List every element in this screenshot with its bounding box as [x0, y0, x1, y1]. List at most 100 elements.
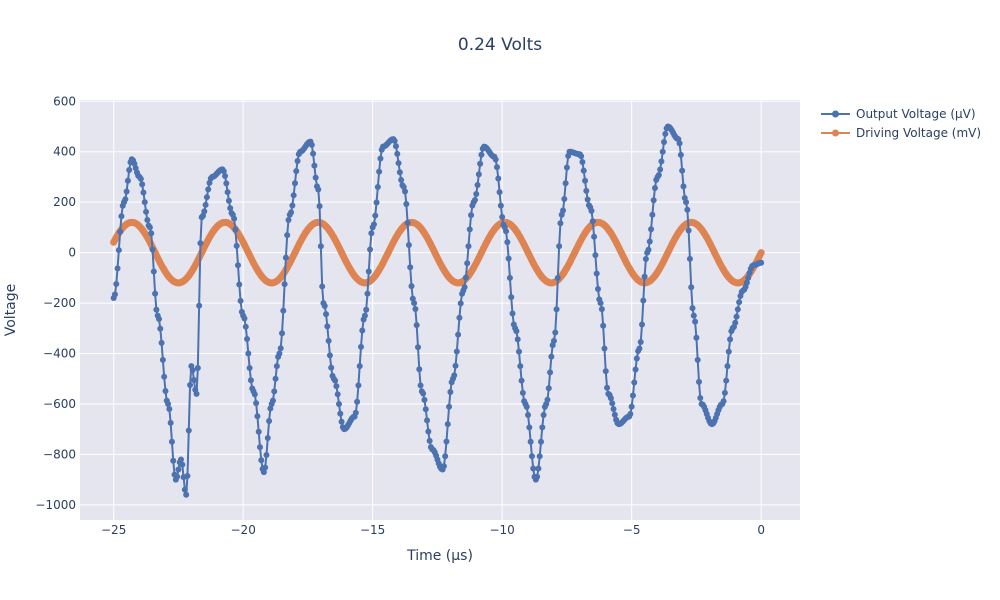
- output-voltage-point: [264, 435, 271, 442]
- output-voltage-point: [632, 366, 639, 373]
- output-voltage-point: [688, 284, 695, 291]
- output-voltage-point: [220, 168, 227, 175]
- output-voltage-point: [611, 411, 618, 418]
- output-voltage-point: [201, 208, 208, 215]
- output-voltage-point: [523, 403, 530, 410]
- output-voltage-point: [162, 388, 169, 395]
- output-voltage-point: [513, 328, 520, 335]
- output-voltage-point: [640, 297, 647, 304]
- output-voltage-point: [391, 137, 398, 144]
- output-voltage-point: [422, 406, 429, 413]
- output-voltage-point: [323, 311, 330, 318]
- output-voltage-point: [137, 175, 144, 182]
- output-voltage-point: [317, 243, 324, 250]
- output-voltage-point: [404, 219, 411, 226]
- output-voltage-point: [658, 158, 665, 165]
- output-voltage-point: [601, 345, 608, 352]
- output-voltage-point: [242, 323, 249, 330]
- output-voltage-point: [609, 400, 616, 407]
- output-voltage-point: [736, 299, 743, 306]
- output-voltage-point: [535, 465, 542, 472]
- x-tick-label: −25: [101, 523, 126, 537]
- output-voltage-point: [598, 306, 605, 313]
- output-voltage-point: [167, 419, 174, 426]
- output-voltage-point: [720, 398, 727, 405]
- legend-item-driving[interactable]: Driving Voltage (mV): [821, 126, 981, 140]
- output-voltage-point: [473, 191, 480, 198]
- output-voltage-point: [646, 238, 653, 245]
- output-voltage-point: [236, 281, 243, 288]
- output-voltage-point: [284, 232, 291, 239]
- output-voltage-point: [679, 167, 686, 174]
- output-voltage-point: [294, 157, 301, 164]
- x-tick-label: −10: [489, 523, 514, 537]
- output-voltage-point: [515, 348, 522, 355]
- output-voltage-point: [455, 331, 462, 338]
- output-voltage-point: [466, 226, 473, 233]
- output-voltage-point: [452, 362, 459, 369]
- output-voltage-point: [637, 339, 644, 346]
- output-voltage-point: [281, 281, 288, 288]
- output-voltage-point: [547, 369, 554, 376]
- output-voltage-point: [288, 209, 295, 216]
- output-voltage-point: [392, 143, 399, 150]
- output-voltage-point: [234, 262, 241, 269]
- output-voltage-point: [471, 197, 478, 204]
- output-voltage-point: [355, 382, 362, 389]
- output-voltage-point: [337, 410, 344, 417]
- output-voltage-point: [143, 208, 150, 215]
- output-voltage-point: [650, 197, 657, 204]
- output-voltage-point: [582, 177, 589, 184]
- output-voltage-point: [114, 265, 121, 272]
- y-tick-label: 600: [53, 94, 76, 108]
- output-voltage-point: [721, 389, 728, 396]
- output-voltage-point: [146, 224, 153, 231]
- output-voltage-point: [373, 199, 380, 206]
- output-voltage-point: [655, 172, 662, 179]
- output-voltage-point: [724, 363, 731, 370]
- output-voltage-point: [534, 473, 541, 480]
- output-voltage-point: [464, 260, 471, 267]
- output-voltage-point: [758, 259, 765, 266]
- output-voltage-point: [645, 246, 652, 253]
- output-voltage-point: [589, 218, 596, 225]
- output-voltage-point: [273, 363, 280, 370]
- legend-item-output[interactable]: Output Voltage (μV): [821, 107, 976, 121]
- output-voltage-point: [680, 183, 687, 190]
- output-voltage-point: [509, 310, 516, 317]
- output-voltage-point: [697, 395, 704, 402]
- output-voltage-point: [578, 153, 585, 160]
- output-voltage-point: [689, 305, 696, 312]
- output-voltage-point: [725, 348, 732, 355]
- output-voltage-point: [591, 233, 598, 240]
- output-voltage-point: [503, 228, 510, 235]
- output-voltage-point: [237, 297, 244, 304]
- output-voltage-point: [518, 377, 525, 384]
- output-voltage-point: [517, 363, 524, 370]
- output-voltage-point: [593, 270, 600, 277]
- chart-title: 0.24 Volts: [458, 35, 542, 55]
- output-voltage-point: [359, 327, 366, 334]
- output-voltage-point: [361, 312, 368, 319]
- output-voltage-point: [403, 201, 410, 208]
- output-voltage-point: [245, 350, 252, 357]
- output-voltage-point: [122, 196, 129, 203]
- output-voltage-point: [683, 199, 690, 206]
- output-voltage-point: [326, 352, 333, 359]
- output-voltage-point: [631, 379, 638, 386]
- output-voltage-point: [477, 160, 484, 167]
- output-voltage-point: [203, 194, 210, 201]
- driving-voltage-point: [757, 249, 765, 257]
- output-voltage-point: [629, 392, 636, 399]
- output-voltage-point: [183, 491, 190, 498]
- output-voltage-point: [639, 321, 646, 328]
- output-voltage-point: [205, 186, 212, 193]
- output-voltage-point: [732, 319, 739, 326]
- output-voltage-point: [279, 330, 286, 337]
- output-voltage-point: [548, 353, 555, 360]
- output-voltage-point: [594, 286, 601, 293]
- output-voltage-point: [312, 174, 319, 181]
- output-voltage-point: [244, 336, 251, 343]
- output-voltage-point: [280, 307, 287, 314]
- output-voltage-point: [456, 314, 463, 321]
